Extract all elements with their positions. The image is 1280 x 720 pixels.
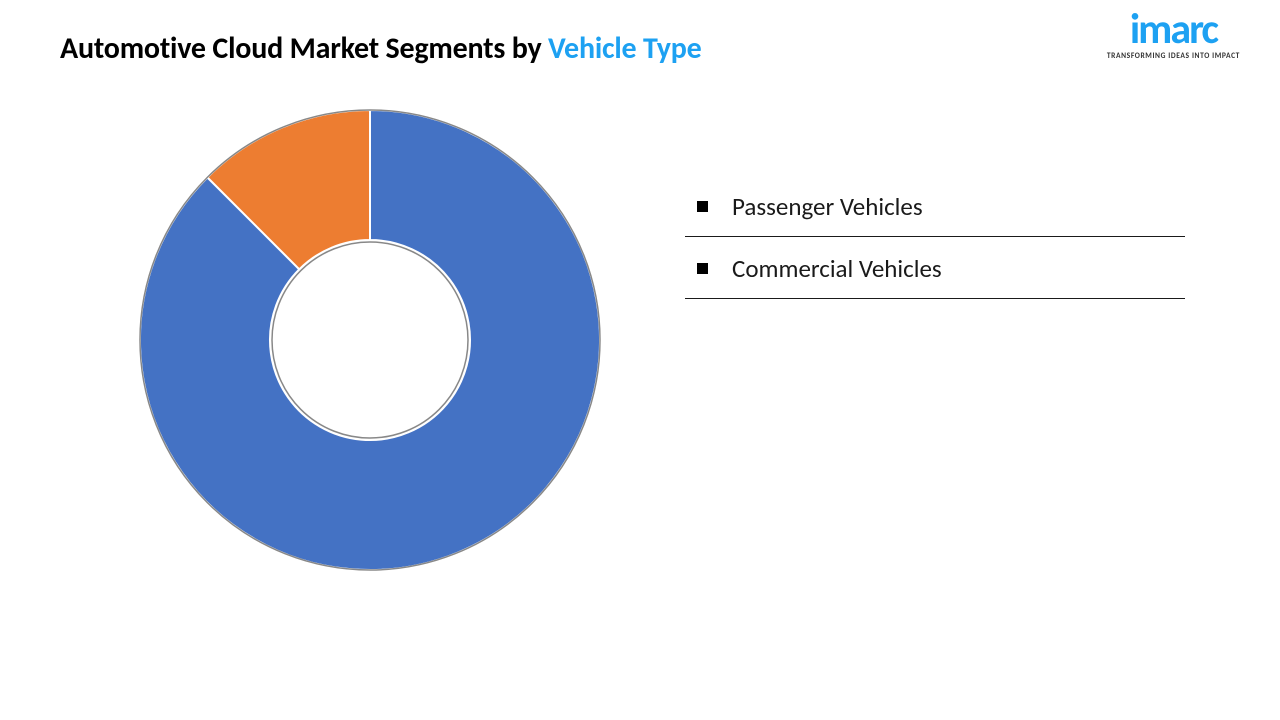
title-highlight: Vehicle Type <box>548 30 702 67</box>
square-bullet-icon <box>697 201 708 212</box>
legend-item: Passenger Vehicles <box>685 175 1185 237</box>
legend-item: Commercial Vehicles <box>685 237 1185 299</box>
legend-label: Commercial Vehicles <box>732 253 942 284</box>
brand-logo: imarc TRANSFORMING IDEAS INTO IMPACT <box>1107 10 1240 61</box>
legend-label: Passenger Vehicles <box>732 191 923 222</box>
chart-legend: Passenger Vehicles Commercial Vehicles <box>685 175 1185 299</box>
donut-svg <box>135 105 605 575</box>
title-prefix: Automotive Cloud Market Segments by <box>60 30 548 67</box>
donut-chart <box>135 105 605 575</box>
page-root: Automotive Cloud Market Segments by Vehi… <box>0 0 1280 720</box>
chart-title: Automotive Cloud Market Segments by Vehi… <box>60 30 702 67</box>
square-bullet-icon <box>697 263 708 274</box>
donut-hole <box>272 242 468 438</box>
brand-logo-text: imarc <box>1107 10 1240 50</box>
